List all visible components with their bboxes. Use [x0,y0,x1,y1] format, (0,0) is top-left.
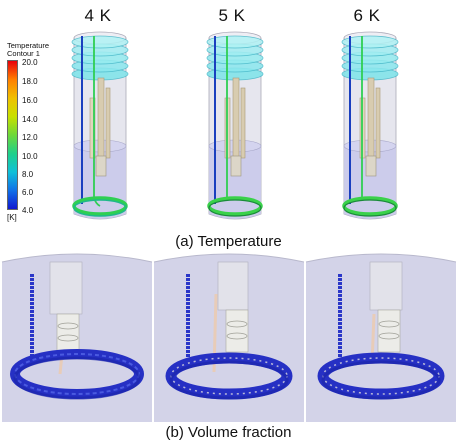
legend-color-bar [7,60,18,210]
legend-title-line2: Contour 1 [7,49,40,58]
temperature-render-5k [206,31,264,220]
legend-tick: 14.0 [22,115,38,124]
legend-tick: 8.0 [22,170,34,179]
temperature-render-6k [341,31,399,220]
caption-volume-fraction: (b) Volume fraction [165,424,292,441]
bottom-coil [207,196,263,217]
legend-tick: 16.0 [22,96,38,105]
column-title-5k: 5 K [218,6,246,25]
legend-tick: 18.0 [22,77,38,86]
heat-exchanger-disks [206,35,264,81]
legend-tick: 4.0 [22,206,34,215]
cooling-lines [214,36,228,204]
volume-fraction-render-6k [305,253,457,422]
volume-fraction-render-4k [1,253,153,422]
legend-tick: 6.0 [22,188,34,197]
legend-unit: [K] [7,213,17,222]
heat-exchanger-disks [341,35,399,81]
temperature-render-4k [71,31,129,220]
volume-fraction-render-5k [153,253,305,422]
caption-temperature: (a) Temperature [175,233,282,250]
legend-tick: 20.0 [22,58,38,67]
bottom-coil [342,196,398,217]
legend-title-line1: Temperature [7,41,50,50]
legend-title: Temperature Contour 1 [7,42,49,58]
heat-exchanger-disks [71,35,129,81]
inner-pipes [89,77,111,177]
column-title-4k: 4 K [84,6,112,25]
legend-tick: 10.0 [22,152,38,161]
legend-tick: 12.0 [22,133,38,142]
cooling-lines [349,36,363,204]
bottom-coil [72,196,128,217]
column-title-6k: 6 K [353,6,381,25]
